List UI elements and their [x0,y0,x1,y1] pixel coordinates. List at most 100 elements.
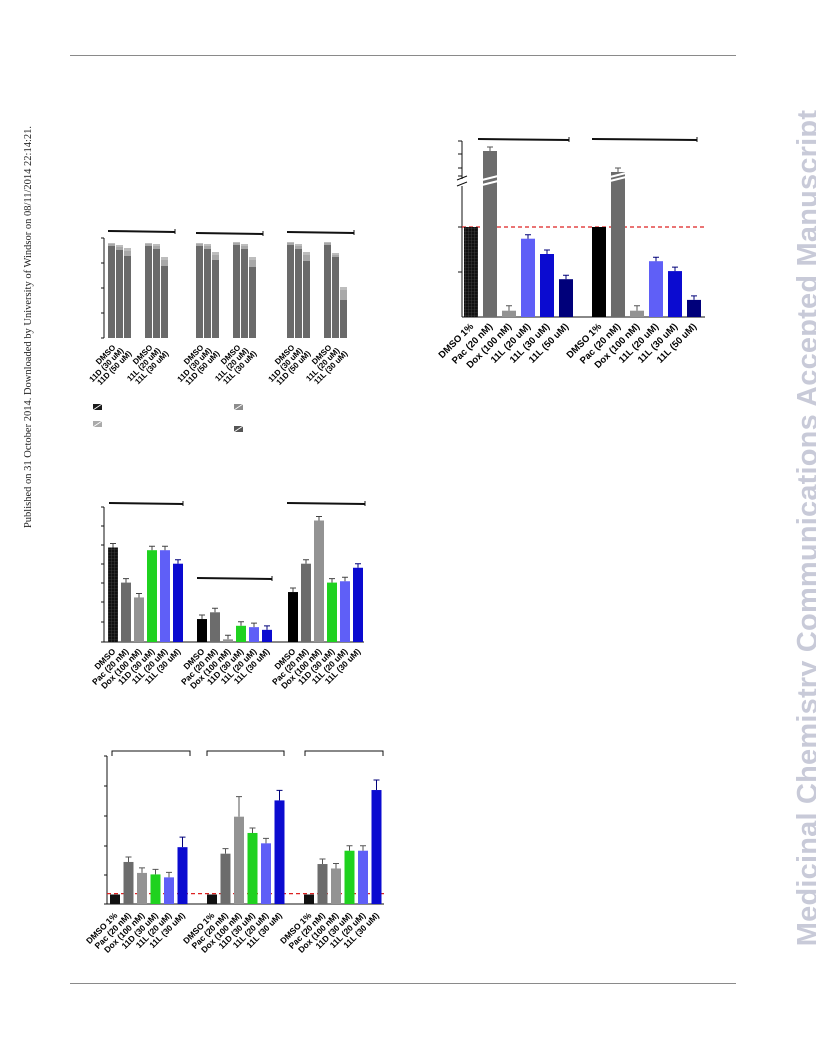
panelB-bar-break [609,172,627,182]
panelA-seg-dark [303,261,310,338]
panelA-seg-dark [249,267,256,338]
panelC-bar [314,520,324,642]
panelB-bar [687,299,701,317]
panelB-bar [483,151,497,317]
panelC-error-bar [199,614,205,620]
panelC-error-bar [149,545,155,551]
panelA-legend-hatch [233,425,244,433]
panelC-bar [173,563,183,642]
panelA-seg-light [108,243,115,244]
panelD-error-bar [276,789,283,801]
panelC-error-bar [329,578,335,583]
panelA-seg-light [324,242,331,243]
panelA-seg-mid [196,244,203,246]
panelB-bar [559,279,573,317]
panelC-error-bar [251,622,257,628]
panelA-seg-mid [295,246,302,249]
panelA-seg-dark [212,260,219,338]
panelC-error-bar [264,625,270,630]
panelD-error-bar [373,779,380,791]
panelA-seg-dark [324,245,331,338]
panelB-bar [521,238,535,317]
panelA-seg-dark [295,249,302,338]
panelB-error-bar [525,234,531,239]
panelD-bar [274,800,285,904]
panelB-error-bar [615,167,621,172]
panelB-bar [668,271,682,317]
panelB-error-bar [544,249,550,254]
panelA-seg-mid [108,244,115,246]
panelC-bar [288,592,298,642]
panelA-seg-mid [340,290,347,300]
panelC-bar [147,550,157,642]
panelA-seg-dark [161,266,168,338]
panelD-bar [247,832,258,904]
panelA-seg-light [332,253,339,255]
panelC-bar [160,550,170,642]
panelB-bar-break [481,175,499,186]
panelA-seg-dark [287,245,294,338]
panelD-error-bar [166,871,172,878]
panelD-bar [177,847,188,904]
panelC-error-bar [162,545,168,551]
panelC-bar [134,597,144,642]
panelA-seg-mid [303,255,310,261]
panelC-bar [340,581,350,642]
panelD-error-bar [346,845,353,851]
panelA-seg-mid [116,247,123,250]
panelA-seg-mid [241,246,248,249]
panelD-bar [123,861,134,904]
panelC-wedge-1 [197,577,272,580]
panelA-seg-mid [287,243,294,245]
bottom-rule [70,983,736,984]
panelA-seg-dark [124,256,131,338]
panelD-error-bar [249,827,256,833]
panelD-bar [234,816,244,904]
panelC-error-bar [123,578,129,583]
panelB-error-bar [634,305,640,311]
panelC-bar [121,582,131,642]
panelB-bar [540,254,554,317]
panelB-error-bar [563,274,569,280]
panelC-error-bar [110,543,116,548]
panelA-seg-light [249,257,256,260]
panelA-seg-mid [233,243,240,245]
panelD-error-bar [222,848,229,854]
panelC-bar [108,547,118,642]
panelD-bracket-1 [206,750,285,756]
panelA-seg-light [340,287,347,290]
panelD-bar [371,790,382,904]
panelA-seg-light [161,257,168,260]
panelC-wedge-0 [109,502,183,505]
panelC-error-bar [225,634,231,640]
panelA-seg-dark [204,249,211,338]
panelC-error-bar [175,559,181,564]
panelB-wedge-0 [478,138,569,141]
panelC-error-bar [212,607,218,613]
panelA-seg-light [196,243,203,244]
panelD-bar [331,868,341,904]
panelD-bar [220,853,231,904]
panelD-error-bar [179,836,186,848]
panelA-seg-light [153,244,160,246]
panelB-error-bar [487,146,493,151]
panelD-bar [207,894,217,904]
panelA-seg-mid [145,244,152,246]
panelD-error-bar [333,862,339,869]
panelA-seg-light [124,248,131,251]
panelC-error-bar [290,587,296,593]
panelB-bar [502,310,516,317]
panelB-axis-break [456,175,468,187]
panelC-bar [262,629,272,642]
panelC-error-bar [136,592,142,598]
panelA-seg-light [204,244,211,246]
panelA-seg-mid [124,251,131,256]
panelD-bar [164,877,174,904]
panelA-seg-dark [340,300,347,338]
panelA-wedge-2 [287,231,354,234]
panelD-bar [317,864,328,904]
panelC-bar [353,567,363,642]
panelD-bar [137,872,147,904]
panelB-bar [630,310,644,317]
